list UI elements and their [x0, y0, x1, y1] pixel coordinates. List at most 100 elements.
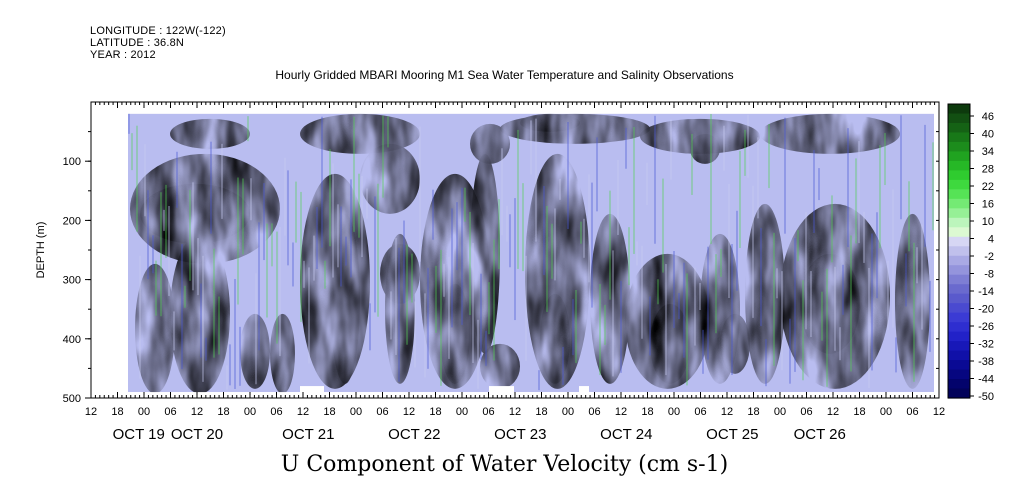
- heatmap-streak: [353, 116, 355, 232]
- colorbar-swatch: [948, 303, 970, 314]
- heatmap-cell: [440, 283, 470, 384]
- heatmap-cell: [760, 113, 900, 154]
- heatmap-streak: [337, 204, 339, 268]
- x-hour-label: 12: [509, 406, 521, 418]
- colorbar-swatch: [948, 360, 970, 371]
- heatmap-streak: [773, 232, 775, 366]
- heatmap-streak: [303, 260, 305, 288]
- heatmap-streak: [213, 248, 215, 358]
- heatmap-streak: [895, 337, 897, 373]
- x-hour-label: 18: [747, 406, 759, 418]
- x-hour-label: 12: [85, 406, 97, 418]
- heatmap-streak: [250, 178, 252, 221]
- x-date-label: OCT 19: [113, 426, 165, 443]
- heatmap-cell: [650, 303, 690, 384]
- x-date-label: OCT 24: [600, 426, 652, 443]
- heatmap-streak: [530, 120, 532, 175]
- heatmap-streak: [580, 221, 582, 244]
- heatmap-streak: [258, 222, 260, 351]
- heatmap-cell: [240, 313, 270, 389]
- heatmap-streak: [443, 263, 445, 297]
- x-hour-label: 06: [270, 406, 282, 418]
- heatmap-streak: [266, 223, 268, 318]
- colorbar-swatch: [948, 350, 970, 361]
- x-date-label: OCT 22: [388, 426, 440, 443]
- colorbar-swatch: [948, 369, 970, 380]
- x-hour-label: 18: [111, 406, 123, 418]
- heatmap-cell: [720, 313, 750, 374]
- heatmap-streak: [562, 346, 564, 385]
- heatmap-streak: [432, 189, 434, 240]
- x-hour-label: 00: [562, 406, 574, 418]
- heatmap-streak: [678, 293, 680, 320]
- heatmap-streak: [350, 179, 352, 278]
- heatmap-streak: [868, 267, 870, 388]
- heatmap-streak: [921, 224, 923, 330]
- heatmap-streak: [551, 223, 553, 279]
- heatmap-cell: [470, 153, 500, 354]
- heatmap-streak: [308, 267, 310, 364]
- heatmap-streak: [128, 113, 130, 134]
- heatmap-streak: [715, 254, 717, 334]
- heatmap-streak: [411, 253, 413, 303]
- heatmap-streak: [813, 149, 815, 233]
- heatmap-streak: [387, 116, 389, 148]
- heatmap-streak: [440, 249, 442, 386]
- x-hour-label: 18: [217, 406, 229, 418]
- heatmap-streak: [834, 266, 836, 351]
- heatmap-streaks: [128, 113, 934, 391]
- heatmap-streak: [924, 124, 926, 247]
- heatmap-streak: [313, 235, 315, 281]
- heatmap-streak: [612, 250, 614, 377]
- heatmap-streak: [789, 318, 791, 384]
- heatmap-streak: [488, 282, 490, 335]
- colorbar-swatch: [948, 341, 970, 352]
- heatmap-streak: [818, 168, 820, 201]
- heatmap-streak: [147, 190, 149, 280]
- heatmap-streak: [765, 339, 767, 387]
- heatmap-streak: [390, 291, 392, 340]
- heatmap-streak: [641, 245, 643, 339]
- heatmap-cell: [380, 243, 420, 304]
- colorbar-swatch: [948, 122, 970, 134]
- x-hour-label: 18: [641, 406, 653, 418]
- heatmap-streak: [464, 187, 466, 222]
- heatmap-streak: [646, 162, 648, 205]
- heatmap-streak: [710, 114, 712, 244]
- x-hour-label: 00: [244, 406, 256, 418]
- heatmap-streak: [847, 128, 849, 248]
- heatmap-streak: [591, 182, 593, 308]
- heatmap-streak: [567, 122, 569, 229]
- heatmap-streak: [181, 244, 183, 370]
- heatmap-streak: [218, 296, 220, 355]
- heatmap-streak: [469, 211, 471, 315]
- heatmap-streak: [604, 304, 606, 345]
- heatmap-cell: [590, 213, 630, 384]
- heatmap-cell: [360, 143, 420, 214]
- colorbar-label: -50: [978, 391, 994, 403]
- colorbar-label: -8: [984, 269, 994, 281]
- heatmap-streak: [657, 279, 659, 305]
- x-hour-label: 06: [376, 406, 388, 418]
- heatmap-streak: [913, 242, 915, 382]
- heatmap-streak: [908, 181, 910, 252]
- heatmap-streak: [493, 239, 495, 361]
- heatmap-streak: [189, 189, 191, 281]
- heatmap-streak: [554, 208, 556, 281]
- heatmap-streak: [332, 163, 334, 278]
- heatmap-streak: [784, 117, 786, 234]
- colorbar-swatch: [948, 236, 970, 247]
- colorbar-label: 4: [988, 234, 994, 246]
- heatmap-streak: [654, 115, 656, 244]
- heatmap-streak: [419, 126, 421, 262]
- heatmap-streak: [131, 133, 133, 171]
- heatmap-streak: [509, 214, 511, 268]
- heatmap-streak: [374, 196, 376, 313]
- heatmap-streak: [707, 246, 709, 360]
- colorbar-swatch: [948, 322, 970, 333]
- x-hour-label: 06: [588, 406, 600, 418]
- colorbar-label: -44: [978, 374, 994, 386]
- heatmap-streak: [884, 133, 886, 186]
- colorbar-swatch: [948, 388, 970, 399]
